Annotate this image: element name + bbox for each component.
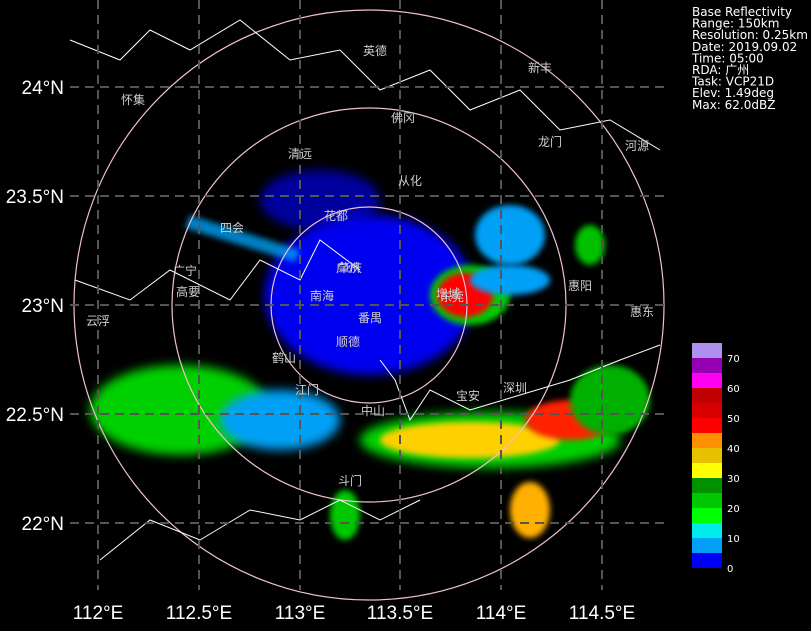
info-line: Time: 05:00 — [691, 51, 764, 65]
lon-label: 112°E — [73, 603, 124, 624]
colorbar-segment — [692, 403, 722, 418]
city-label: 中山 — [361, 403, 385, 418]
city-label: 从化 — [398, 174, 422, 188]
lon-label: 114.5°E — [569, 603, 635, 624]
boundaries — [69, 19, 661, 561]
city-label: 广州 — [336, 261, 360, 275]
city-label: 南海 — [310, 288, 334, 303]
city-label: 怀集 — [121, 92, 145, 107]
lon-label: 114°E — [476, 603, 527, 624]
city-label: 新丰 — [528, 60, 552, 75]
city-label: 英德 — [363, 43, 387, 58]
colorbar-tick-label: 60 — [727, 384, 740, 395]
colorbar-segment — [692, 373, 722, 388]
colorbar-segment — [692, 478, 722, 493]
lon-label: 113.5°E — [367, 603, 433, 624]
info-line: Task: VCP21D — [691, 75, 774, 89]
city-label: 河源 — [625, 139, 649, 153]
city-label: 广宁 — [173, 263, 197, 278]
city-label: 四会 — [220, 221, 244, 235]
colorbar-segment — [692, 418, 722, 433]
colorbar-segment — [692, 508, 722, 523]
colorbar-segment — [692, 343, 722, 358]
city-label: 江门 — [295, 382, 319, 397]
lat-label: 22°N — [22, 514, 64, 535]
colorbar-segment — [692, 463, 722, 478]
city-label: 花都 — [324, 208, 348, 223]
info-line: Elev: 1.49deg — [692, 86, 774, 100]
colorbar-tick-label: 10 — [727, 534, 740, 545]
city-label: 云浮 — [86, 314, 110, 328]
lat-label: 22.5°N — [6, 405, 64, 426]
echo-green — [570, 365, 650, 435]
echo-cyan — [470, 265, 550, 295]
colorbar-segment — [692, 433, 722, 448]
lat-label: 23°N — [22, 296, 64, 317]
city-label: 鹤山 — [272, 350, 296, 365]
info-line: Base Reflectivity — [692, 5, 792, 19]
city-label: 东莞 — [440, 290, 464, 304]
info-line: Max: 62.0dBZ — [692, 98, 775, 112]
city-label: 斗门 — [338, 473, 362, 488]
info-line: Range: 150km — [692, 17, 779, 31]
city-label: 番禺 — [358, 311, 382, 325]
echo-blue — [260, 170, 380, 230]
city-label: 惠阳 — [568, 279, 592, 293]
colorbar-tick-label: 40 — [727, 444, 740, 455]
city-label: 顺德 — [336, 334, 360, 349]
city-label: 高要 — [176, 284, 200, 299]
colorbar-segment — [692, 523, 722, 538]
echo-green — [330, 490, 360, 540]
lat-label: 24°N — [22, 78, 64, 99]
lon-label: 113°E — [275, 603, 326, 624]
city-label: 肇庆 — [338, 260, 362, 275]
coastline — [99, 499, 421, 561]
info-line: Resolution: 0.25km — [692, 28, 808, 42]
lat-label: 23.5°N — [6, 187, 64, 208]
city-label: 宝安 — [456, 388, 480, 403]
colorbar-segment — [692, 358, 722, 373]
colorbar-tick-label: 30 — [727, 474, 740, 485]
city-label: 龙门 — [538, 134, 562, 149]
city-label: 增城 — [436, 287, 460, 301]
info-line: Date: 2019.09.02 — [692, 40, 797, 54]
colorbar-segment — [692, 448, 722, 463]
city-label: 深圳 — [503, 381, 527, 395]
echo-yellow — [380, 422, 560, 458]
colorbar: 0 10 20 30 40 50 60 70 — [692, 343, 740, 575]
colorbar-tick-label: 70 — [727, 354, 740, 365]
echo-blue — [265, 215, 475, 375]
lon-label: 112.5°E — [166, 603, 232, 624]
echo-cyan — [220, 390, 340, 450]
colorbar-tick-label: 0 — [727, 564, 733, 575]
echo-streak — [185, 215, 300, 262]
echo-green — [575, 225, 605, 265]
echo-orange — [510, 482, 550, 538]
colorbar-segment — [692, 553, 722, 568]
echo-cyan — [475, 205, 545, 265]
colorbar-tick-label: 20 — [727, 504, 740, 515]
city-label: 清远 — [288, 147, 312, 161]
colorbar-segment — [692, 493, 722, 508]
graticule — [70, 0, 668, 590]
city-label: 佛冈 — [391, 111, 415, 125]
city-label: 惠东 — [630, 305, 654, 319]
labels: 24°N 23.5°N 23°N 22.5°N 22°N 112°E 112.5°E 113°… — [6, 5, 808, 624]
info-line: RDA: 广州 — [692, 63, 749, 77]
echo-green — [90, 365, 270, 455]
boundary — [74, 239, 361, 301]
colorbar-tick-label: 50 — [727, 414, 740, 425]
colorbar-segment — [692, 388, 722, 403]
boundary — [69, 19, 661, 151]
colorbar-segment — [692, 538, 722, 553]
